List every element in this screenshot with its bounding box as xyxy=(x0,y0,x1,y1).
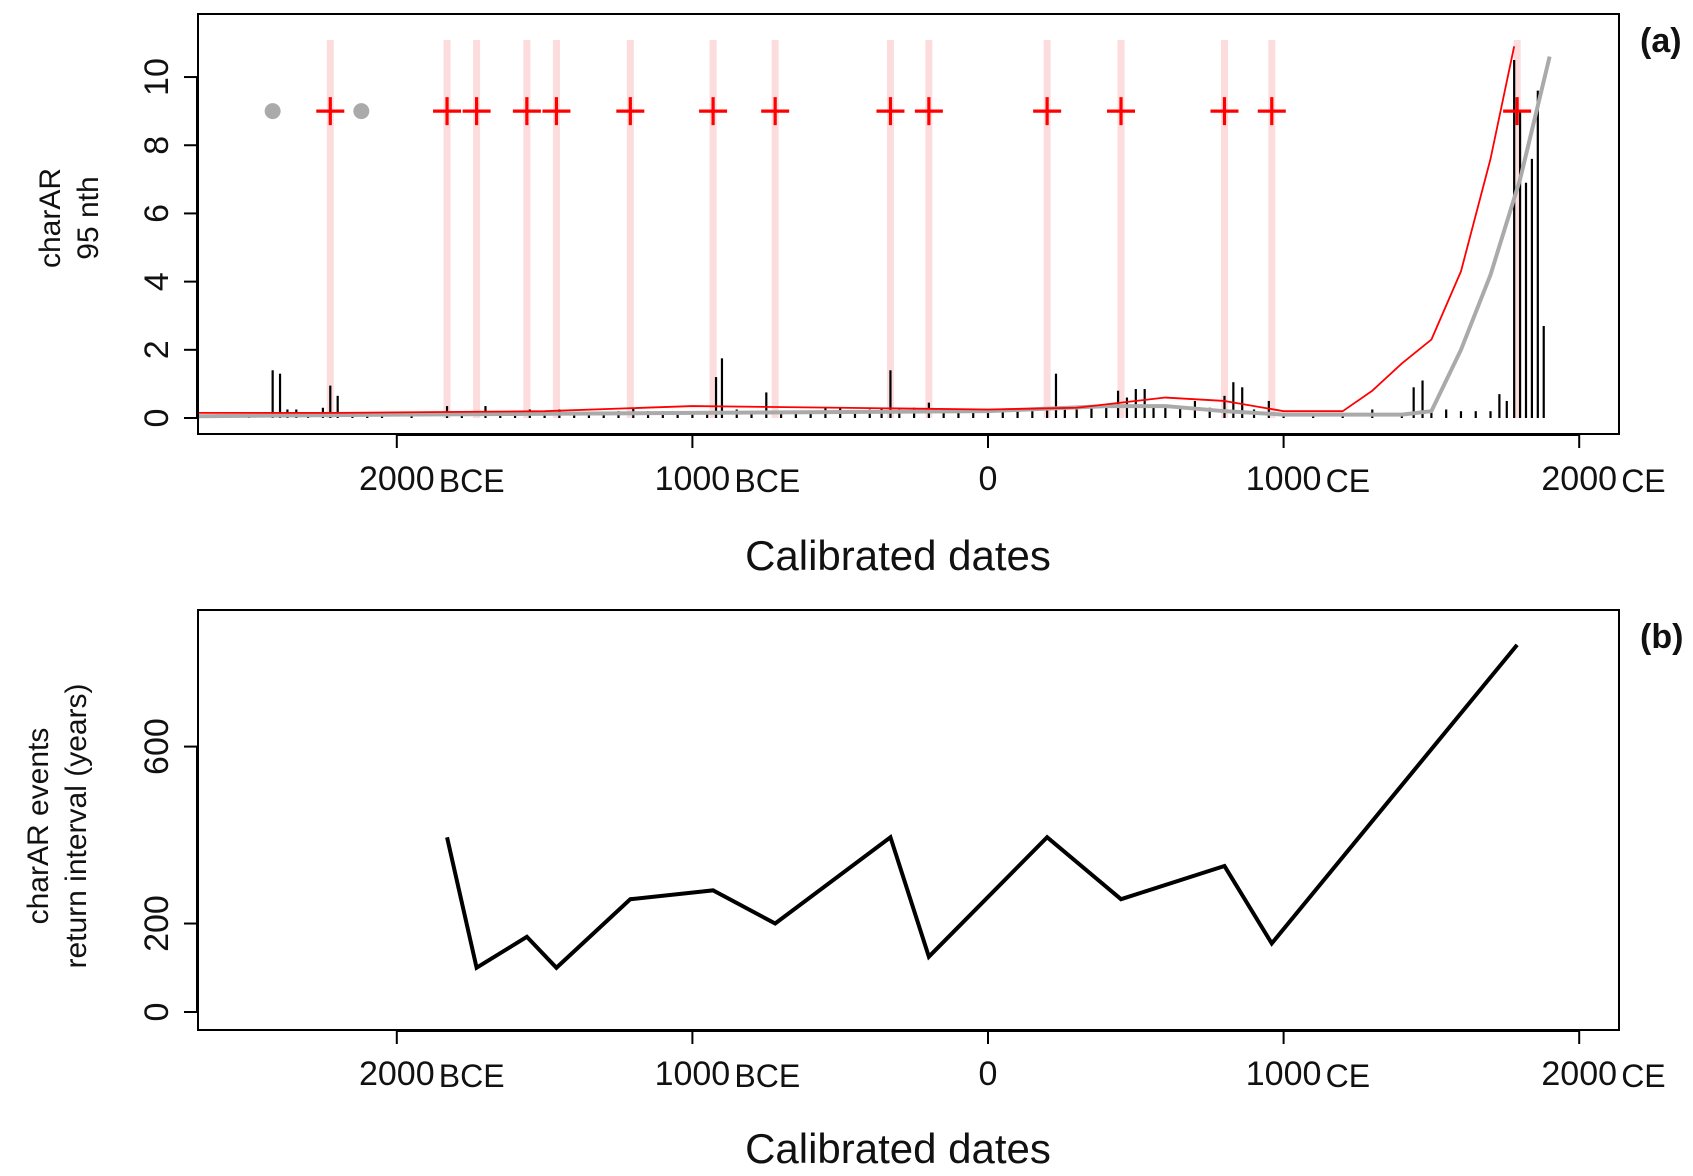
x-era-label: CE xyxy=(1621,463,1665,499)
fire-event-marker xyxy=(316,97,345,126)
event-band xyxy=(925,40,933,418)
panel-b: 2000 BCE 1000 BCE 0 1000 CE 2000 CE0200600Calibr… xyxy=(22,609,1683,1172)
event-band xyxy=(1220,40,1228,418)
fire-event-marker xyxy=(542,97,571,126)
fire-event-marker xyxy=(433,97,462,126)
event-band xyxy=(443,40,451,418)
fire-event-marker xyxy=(876,97,905,126)
plot-frame xyxy=(197,13,1620,435)
event-band xyxy=(1268,40,1276,418)
x-tick-label: 2000 xyxy=(1541,460,1617,498)
event-band xyxy=(1043,40,1051,418)
fire-event-marker xyxy=(1257,97,1286,126)
panel-a: 2000 BCE 1000 BCE 0 1000 CE 2000 CE0246810Calibr… xyxy=(34,13,1682,579)
x-tick-label: 1000 xyxy=(1246,1055,1322,1093)
x-tick-label: 1000 xyxy=(1246,460,1322,498)
y-tick-label: 10 xyxy=(138,58,176,96)
x-tick-label: 2000 xyxy=(359,1055,435,1093)
y-tick-label: 6 xyxy=(138,204,176,223)
y-tick-label: 4 xyxy=(138,272,176,291)
fire-event-marker xyxy=(1503,97,1532,126)
event-band xyxy=(473,40,481,418)
x-tick-label: 1000 xyxy=(655,1055,731,1093)
panel-label: (a) xyxy=(1640,22,1682,60)
y-tick-label: 2 xyxy=(138,340,176,359)
event-band xyxy=(626,40,634,418)
y-tick-label: 8 xyxy=(138,136,176,155)
y-tick-label: 200 xyxy=(138,895,176,952)
x-tick-label: 0 xyxy=(979,1055,998,1093)
y-axis-title-line: charAR xyxy=(34,168,67,268)
x-tick-label: 2000 xyxy=(359,460,435,498)
y-axis-title-line: return interval (years) xyxy=(60,683,93,968)
event-band xyxy=(523,40,531,418)
event-band xyxy=(552,40,560,418)
threshold-line xyxy=(198,46,1516,414)
event-band xyxy=(771,40,779,418)
x-tick-label: 1000 xyxy=(655,460,731,498)
x-tick-label: 2000 xyxy=(1541,1055,1617,1093)
x-era-label: CE xyxy=(1326,1058,1370,1094)
event-band xyxy=(886,40,894,418)
x-axis-title: Calibrated dates xyxy=(745,532,1051,579)
x-era-label: CE xyxy=(1621,1058,1665,1094)
event-band xyxy=(709,40,717,418)
y-axis-title-line: 95 nth xyxy=(72,176,105,259)
rejected-peak-marker xyxy=(353,103,370,120)
x-era-label: BCE xyxy=(439,1058,505,1094)
background-line xyxy=(198,56,1552,419)
event-band xyxy=(1117,40,1125,418)
x-axis-title: Calibrated dates xyxy=(745,1125,1051,1172)
fire-event-marker xyxy=(761,97,790,126)
event-band xyxy=(326,40,334,418)
y-tick-label: 0 xyxy=(138,409,176,428)
plot-frame xyxy=(197,609,1620,1031)
y-axis-title-line: charAR events xyxy=(22,728,55,925)
x-era-label: BCE xyxy=(734,463,800,499)
panel-label: (b) xyxy=(1640,618,1683,656)
fire-event-marker xyxy=(1107,97,1136,126)
x-era-label: BCE xyxy=(439,463,505,499)
fire-event-marker xyxy=(1210,97,1239,126)
return-interval-line xyxy=(445,643,1519,971)
y-tick-label: 600 xyxy=(138,718,176,775)
event-band xyxy=(1513,40,1521,418)
fire-event-marker xyxy=(1033,97,1062,126)
x-era-label: BCE xyxy=(734,1058,800,1094)
x-era-label: CE xyxy=(1326,463,1370,499)
y-tick-label: 0 xyxy=(138,1003,176,1022)
fire-event-marker xyxy=(512,97,541,126)
x-tick-label: 0 xyxy=(979,460,998,498)
fire-event-marker xyxy=(914,97,943,126)
plot-area xyxy=(198,40,1552,419)
fire-event-marker xyxy=(699,97,728,126)
rejected-peak-marker xyxy=(264,103,281,120)
fire-event-marker xyxy=(616,97,645,126)
fire-event-marker xyxy=(462,97,491,126)
